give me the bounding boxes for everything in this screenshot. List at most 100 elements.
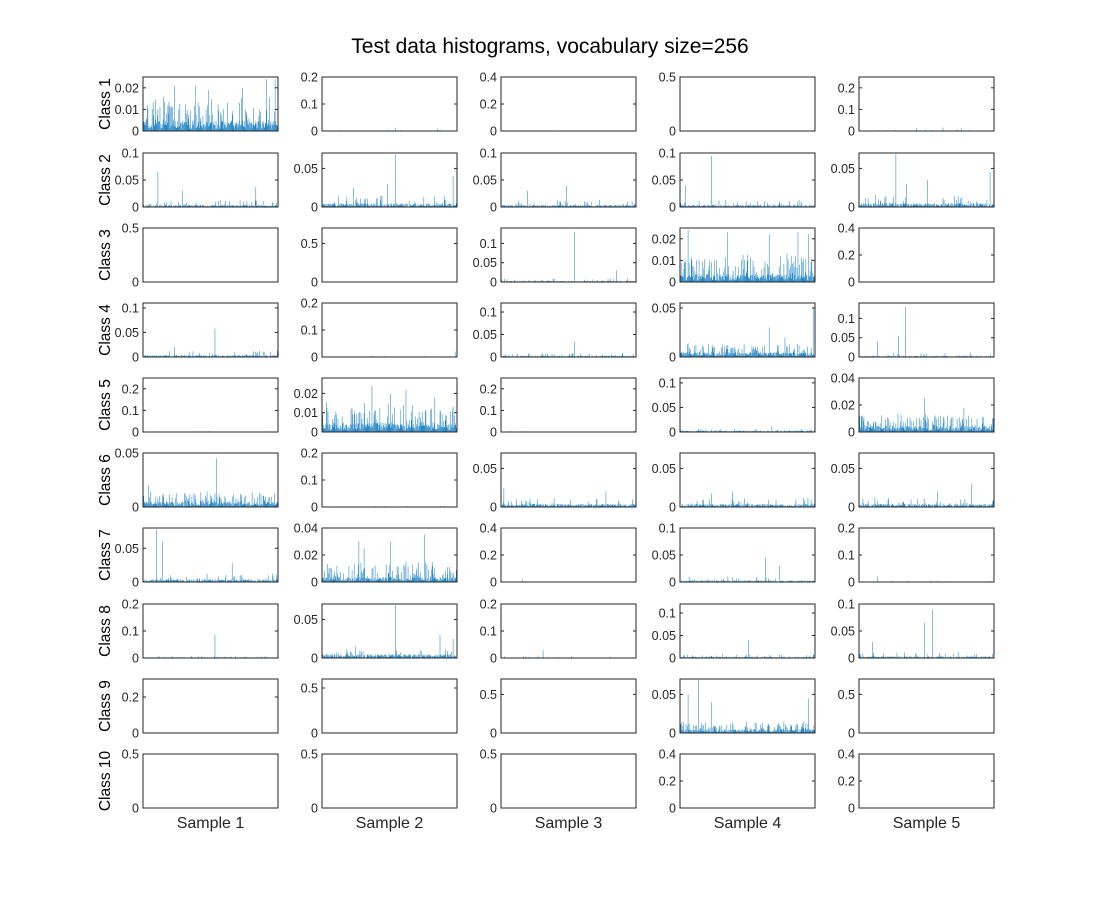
y-tick-label: 0: [132, 201, 139, 215]
y-tick-label: 0: [311, 426, 318, 440]
y-tick-label: 0.02: [652, 232, 676, 246]
y-tick-label: 0.2: [838, 81, 855, 95]
panel-r5-c4: 0 0.05 0.1: [652, 376, 815, 439]
panel-r6-c1: 00.05: [115, 447, 278, 515]
panel-r2-c3: 0 0.05 0.1: [473, 147, 636, 215]
axes-box: [859, 228, 994, 282]
axes-box: [680, 77, 815, 131]
y-tick-label: 0: [132, 276, 139, 290]
y-tick-label: 0: [490, 125, 497, 139]
axes-box: [322, 153, 457, 207]
y-tick-label: 0.05: [294, 162, 318, 176]
panel-r1-c4: 00.5: [659, 71, 815, 139]
axes-box: [143, 303, 278, 357]
axes-box: [501, 303, 636, 357]
y-tick-label: 0.05: [652, 401, 676, 415]
panels-layer: 00.010.0200.10.200.20.400.500.10.200.050…: [115, 71, 994, 816]
y-tick-label: 0.1: [122, 301, 139, 315]
y-tick-label: 0.05: [473, 328, 497, 342]
y-tick-label: 0.4: [838, 222, 855, 236]
panel-r2-c1: 0 0.05 0.1: [115, 147, 278, 215]
panel-r5-c3: 00.10.2: [480, 378, 636, 440]
axes-box: [322, 303, 457, 357]
y-tick-label: 0.2: [122, 382, 139, 396]
y-tick-label: 0: [490, 276, 497, 290]
axes-box: [859, 153, 994, 207]
y-tick-label: 0.02: [294, 387, 318, 401]
y-tick-label: 0.1: [122, 147, 139, 161]
y-tick-label: 0: [311, 276, 318, 290]
y-tick-label: 0.05: [473, 256, 497, 270]
panel-r3-c3: 0 0.05 0.1: [473, 228, 636, 290]
y-tick-label: 0.2: [480, 98, 497, 112]
y-tick-label: 0.1: [659, 376, 676, 390]
y-tick-label: 0.4: [480, 71, 497, 85]
axes-box: [143, 153, 278, 207]
y-tick-label: 0: [132, 351, 139, 365]
axes-box: [501, 153, 636, 207]
y-tick-label: 0.05: [115, 326, 139, 340]
axes-box: [680, 378, 815, 432]
panel-r5-c2: 00.010.02: [294, 378, 457, 440]
panel-r2-c5: 00.05: [831, 153, 994, 215]
y-tick-label: 0.1: [480, 404, 497, 418]
panel-r4-c4: 00.05: [652, 301, 815, 364]
y-tick-label: 0.2: [301, 297, 318, 311]
y-tick-label: 0.1: [838, 312, 855, 326]
y-tick-label: 0: [848, 201, 855, 215]
axes-box: [322, 77, 457, 131]
y-tick-label: 0: [848, 125, 855, 139]
y-tick-label: 0: [669, 276, 676, 290]
y-tick-label: 0: [490, 201, 497, 215]
panel-r1-c5: 0 0.1 0.2: [838, 77, 994, 139]
panel-r5-c1: 0 0.1 0.2: [122, 378, 278, 440]
y-tick-label: 0: [490, 351, 497, 365]
axes-box: [501, 77, 636, 131]
panel-r3-c2: 00.5: [301, 228, 457, 290]
panel-r1-c3: 0 0.2 0.4: [480, 71, 636, 139]
chart-title: Test data histograms, vocabulary size=25…: [351, 35, 748, 58]
y-tick-label: 0: [311, 351, 318, 365]
panel-r4-c1: 0 0.05 0.1: [115, 301, 278, 364]
y-tick-label: 0.05: [831, 162, 855, 176]
y-tick-label: 0: [132, 125, 139, 139]
panel-r4-c5: 00.050.1: [831, 303, 994, 365]
axes-box: [501, 228, 636, 282]
y-tick-label: 0.05: [831, 331, 855, 345]
axes-box: [143, 378, 278, 432]
y-tick-label: 0.02: [115, 81, 139, 95]
panel-r2-c4: 00.050.1: [652, 147, 815, 215]
y-tick-label: 0: [311, 201, 318, 215]
y-tick-label: 0.1: [838, 103, 855, 117]
y-tick-label: 0: [669, 426, 676, 440]
axes-box: [501, 378, 636, 432]
y-tick-label: 0.1: [122, 404, 139, 418]
y-tick-label: 0.1: [480, 306, 497, 320]
y-tick-label: 0.1: [480, 147, 497, 161]
panel-r1-c1: 00.010.02: [115, 77, 278, 139]
axes-box: [859, 303, 994, 357]
panel-r5-c5: 00.020.04: [831, 372, 994, 440]
y-tick-label: 0.04: [831, 372, 855, 386]
y-tick-label: 0.2: [480, 382, 497, 396]
y-tick-label: 0.5: [301, 237, 318, 251]
y-tick-label: 0.05: [115, 174, 139, 188]
y-tick-label: 0: [669, 201, 676, 215]
y-tick-label: 0.5: [659, 71, 676, 85]
y-tick-label: 0: [669, 351, 676, 365]
y-tick-label: 0.1: [301, 324, 318, 338]
y-tick-label: 0.05: [652, 301, 676, 315]
y-tick-label: 0.01: [652, 254, 676, 268]
panel-r2-c2: 00.05: [294, 153, 457, 215]
y-tick-label: 0.2: [301, 71, 318, 85]
y-tick-label: 0.05: [652, 174, 676, 188]
panel-r3-c4: 0 0.01 0.02: [652, 228, 815, 290]
y-tick-label: 0.05: [473, 174, 497, 188]
y-tick-label: 0.1: [480, 237, 497, 251]
panel-r3-c1: 00.5: [122, 222, 278, 290]
y-tick-label: 0: [132, 426, 139, 440]
y-tick-label: 0.2: [838, 249, 855, 263]
y-tick-label: 0: [311, 125, 318, 139]
